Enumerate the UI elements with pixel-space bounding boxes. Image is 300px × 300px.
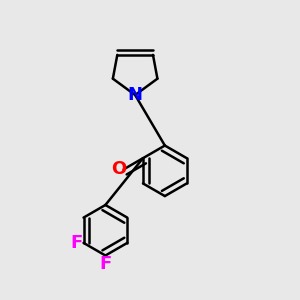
Text: F: F [70, 234, 82, 252]
Text: F: F [99, 255, 112, 273]
Text: O: O [112, 160, 127, 178]
Text: N: N [128, 86, 142, 104]
